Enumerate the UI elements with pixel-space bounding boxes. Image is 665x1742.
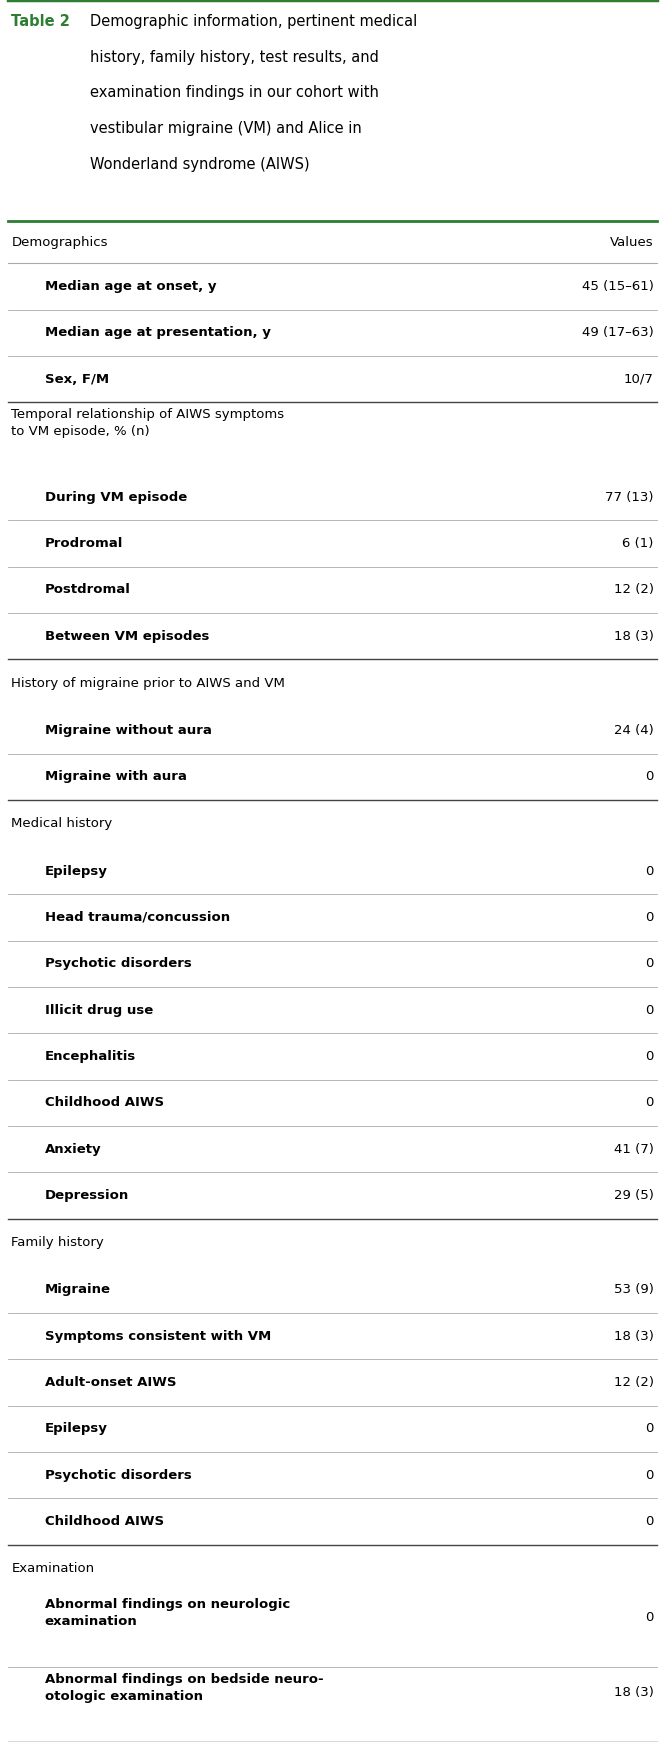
Text: Adult-onset AIWS: Adult-onset AIWS [45,1376,176,1388]
Text: 18 (3): 18 (3) [614,1329,654,1343]
Text: 53 (9): 53 (9) [614,1284,654,1296]
Text: 6 (1): 6 (1) [622,537,654,550]
Text: Epilepsy: Epilepsy [45,1421,108,1435]
Text: Median age at presentation, y: Median age at presentation, y [45,326,271,340]
Text: Abnormal findings on bedside neuro-
otologic examination: Abnormal findings on bedside neuro- otol… [45,1674,323,1704]
Text: 0: 0 [645,1096,654,1110]
Text: 0: 0 [645,1003,654,1017]
Text: Migraine: Migraine [45,1284,110,1296]
Text: Epilepsy: Epilepsy [45,864,108,878]
Text: 29 (5): 29 (5) [614,1190,654,1202]
Text: 0: 0 [645,1469,654,1482]
Text: Table 2: Table 2 [11,14,70,30]
Text: Psychotic disorders: Psychotic disorders [45,956,192,970]
Text: Sex, F/M: Sex, F/M [45,373,108,385]
Text: Migraine without aura: Migraine without aura [45,725,211,737]
Text: Head trauma/concussion: Head trauma/concussion [45,911,229,923]
Text: 45 (15–61): 45 (15–61) [582,280,654,293]
Text: 41 (7): 41 (7) [614,1143,654,1155]
Text: Encephalitis: Encephalitis [45,1050,136,1063]
Text: 49 (17–63): 49 (17–63) [582,326,654,340]
Text: Temporal relationship of AIWS symptoms
to VM episode, % (n): Temporal relationship of AIWS symptoms t… [11,408,285,437]
Text: 0: 0 [645,864,654,878]
Text: Childhood AIWS: Childhood AIWS [45,1516,164,1528]
Text: 0: 0 [645,770,654,784]
Text: Migraine with aura: Migraine with aura [45,770,186,784]
Text: Demographics: Demographics [11,235,108,249]
Text: 24 (4): 24 (4) [614,725,654,737]
Text: vestibular migraine (VM) and Alice in: vestibular migraine (VM) and Alice in [90,120,362,136]
Text: 0: 0 [645,1421,654,1435]
Text: 0: 0 [645,1050,654,1063]
Text: Childhood AIWS: Childhood AIWS [45,1096,164,1110]
Text: Symptoms consistent with VM: Symptoms consistent with VM [45,1329,271,1343]
Text: 18 (3): 18 (3) [614,631,654,643]
Text: Wonderland syndrome (AIWS): Wonderland syndrome (AIWS) [90,157,309,172]
Text: Illicit drug use: Illicit drug use [45,1003,153,1017]
Text: During VM episode: During VM episode [45,491,187,503]
Text: 18 (3): 18 (3) [614,1686,654,1698]
Text: Examination: Examination [11,1563,94,1575]
Text: Values: Values [610,235,654,249]
Text: Demographic information, pertinent medical: Demographic information, pertinent medic… [90,14,417,30]
Text: 77 (13): 77 (13) [605,491,654,503]
Text: 0: 0 [645,911,654,923]
Text: 0: 0 [645,1516,654,1528]
Text: examination findings in our cohort with: examination findings in our cohort with [90,85,378,101]
Text: 12 (2): 12 (2) [614,1376,654,1388]
Text: 10/7: 10/7 [624,373,654,385]
Text: Postdromal: Postdromal [45,584,130,596]
Text: Prodromal: Prodromal [45,537,123,550]
Text: 0: 0 [645,1611,654,1624]
Text: Medical history: Medical history [11,817,112,831]
Text: Psychotic disorders: Psychotic disorders [45,1469,192,1482]
Text: Between VM episodes: Between VM episodes [45,631,209,643]
Text: Median age at onset, y: Median age at onset, y [45,280,216,293]
Text: Depression: Depression [45,1190,129,1202]
Text: Family history: Family history [11,1237,104,1249]
Text: Anxiety: Anxiety [45,1143,101,1155]
Text: History of migraine prior to AIWS and VM: History of migraine prior to AIWS and VM [11,678,285,690]
Text: Abnormal findings on neurologic
examination: Abnormal findings on neurologic examinat… [45,1599,290,1629]
Text: history, family history, test results, and: history, family history, test results, a… [90,49,378,64]
Text: 0: 0 [645,956,654,970]
Text: 12 (2): 12 (2) [614,584,654,596]
